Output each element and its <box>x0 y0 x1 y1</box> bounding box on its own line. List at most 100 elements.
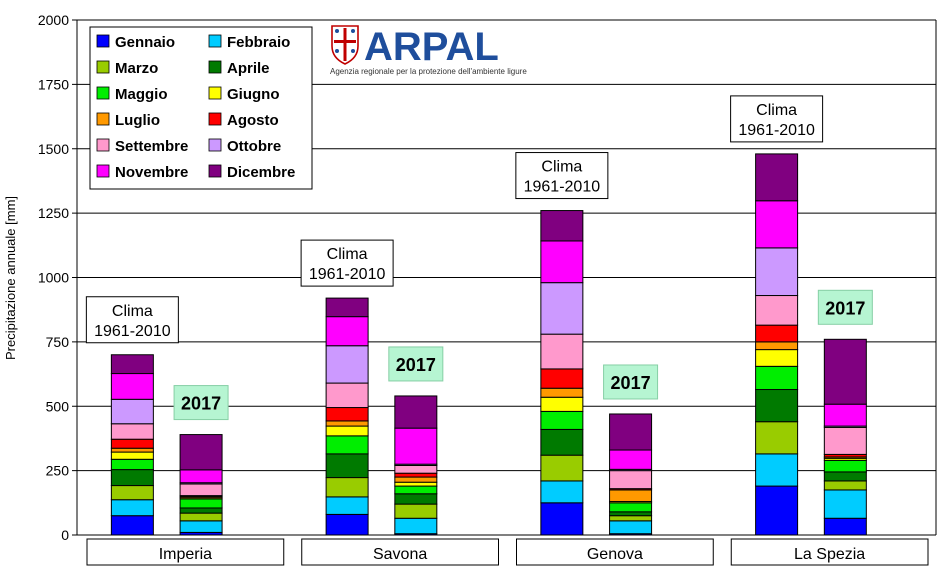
legend-label: Marzo <box>115 60 158 77</box>
y-tick-label: 1500 <box>38 141 69 157</box>
clima-label-line2: 1961-2010 <box>738 122 815 139</box>
bar-segment <box>540 502 584 536</box>
group-label: Imperia <box>159 546 212 563</box>
bar-segment <box>755 200 799 249</box>
bar-segment <box>755 421 799 455</box>
bar-segment <box>325 435 369 455</box>
bar-segment <box>609 520 653 535</box>
bar-segment <box>179 483 223 497</box>
y-axis: 0 250 500 750 1000 1250 1500 1750 2000 <box>38 12 77 543</box>
y-tick-label: 750 <box>46 334 70 350</box>
bar-segment <box>325 496 369 515</box>
bar-segment <box>394 481 438 487</box>
legend-label: Giugno <box>227 86 280 103</box>
bar-segment <box>179 434 223 471</box>
group-label-box <box>516 538 714 566</box>
clima-label-line1: Clima <box>541 159 582 176</box>
bar-segment <box>540 480 584 504</box>
year-label-box <box>817 289 873 325</box>
bar-segment <box>540 410 584 430</box>
bar-segment <box>755 349 799 367</box>
bar-segment <box>609 413 653 451</box>
legend-swatch <box>96 112 110 126</box>
bar-segment <box>823 471 867 482</box>
bar-segment <box>110 458 154 471</box>
bar-segment <box>755 485 799 536</box>
bar-segment <box>823 338 867 405</box>
legend-label: Settembre <box>115 138 188 155</box>
legend-swatch <box>208 60 222 74</box>
clima-label-line1: Clima <box>112 303 153 320</box>
bar-segment <box>540 282 584 335</box>
bar-segment <box>394 493 438 505</box>
y-tick-label: 1750 <box>38 76 69 92</box>
year-label: 2017 <box>825 298 865 318</box>
bar-segment <box>394 485 438 495</box>
bar-segment <box>394 472 438 478</box>
clima-label-line2: 1961-2010 <box>94 323 171 340</box>
year-label: 2017 <box>181 394 221 414</box>
bar-segment <box>325 477 369 498</box>
legend-swatch <box>208 112 222 126</box>
bar-segment <box>609 515 653 522</box>
bar-segment <box>325 345 369 384</box>
bar-segment <box>110 515 154 536</box>
bar-segment <box>394 476 438 483</box>
legend-swatch <box>96 34 110 48</box>
bar-segment <box>755 365 799 391</box>
y-tick-label: 1250 <box>38 205 69 221</box>
bar-segment <box>394 503 438 519</box>
bar-segment <box>755 389 799 423</box>
bar-segment <box>540 396 584 412</box>
bar-segment <box>110 373 154 400</box>
arpal-logo: ARPAL Agenzia regionale per la protezion… <box>330 25 527 76</box>
bar-segment <box>540 387 584 398</box>
bar-segment <box>325 513 369 536</box>
group-label: Genova <box>587 546 643 563</box>
bar-segment <box>110 499 154 517</box>
clima-label-line2: 1961-2010 <box>309 266 386 283</box>
clima-label-line1: Clima <box>756 102 797 119</box>
legend-swatch <box>96 86 110 100</box>
bar-segment <box>110 438 154 449</box>
bar-segment <box>755 341 799 351</box>
year-label-box <box>603 364 659 400</box>
bar-segment <box>755 453 799 487</box>
legend: Gennaio Febbraio Marzo Aprile Maggio Giugno Lu… <box>89 26 313 190</box>
bar-segment <box>540 454 584 482</box>
bar-segment <box>110 423 154 440</box>
bar-segment <box>179 498 223 509</box>
bar-segment <box>110 398 154 425</box>
y-tick-label: 2000 <box>38 12 69 28</box>
year-label-box <box>173 385 229 421</box>
bar-segment <box>823 459 867 473</box>
legend-label: Ottobre <box>227 138 281 155</box>
bar-segment <box>609 470 653 490</box>
legend-label: Dicembre <box>227 164 295 181</box>
logo-subtitle: Agenzia regionale per la protezione dell… <box>330 67 527 76</box>
bar-segment <box>179 469 223 484</box>
legend-label: Maggio <box>115 86 168 103</box>
bar-segment <box>325 297 369 318</box>
bar-segment <box>110 451 154 460</box>
bar-segment <box>609 489 653 503</box>
bar-segment <box>823 489 867 519</box>
bar-segment <box>540 428 584 456</box>
bar-segment <box>110 469 154 487</box>
clima-label-box <box>730 95 824 143</box>
legend-label: Agosto <box>227 112 279 129</box>
bar-segment <box>325 316 369 347</box>
y-tick-label: 250 <box>46 463 70 479</box>
bar-segment <box>110 354 154 375</box>
bar-segment <box>110 485 154 501</box>
bar-segment <box>179 520 223 533</box>
bar-segment <box>110 447 154 453</box>
bar-segment <box>823 403 867 427</box>
bar-segment <box>755 295 799 326</box>
legend-label: Luglio <box>115 112 160 129</box>
clima-label-box <box>300 239 394 287</box>
bar-segment <box>755 153 799 202</box>
logo-name: ARPAL <box>364 25 499 69</box>
legend-swatch <box>96 60 110 74</box>
